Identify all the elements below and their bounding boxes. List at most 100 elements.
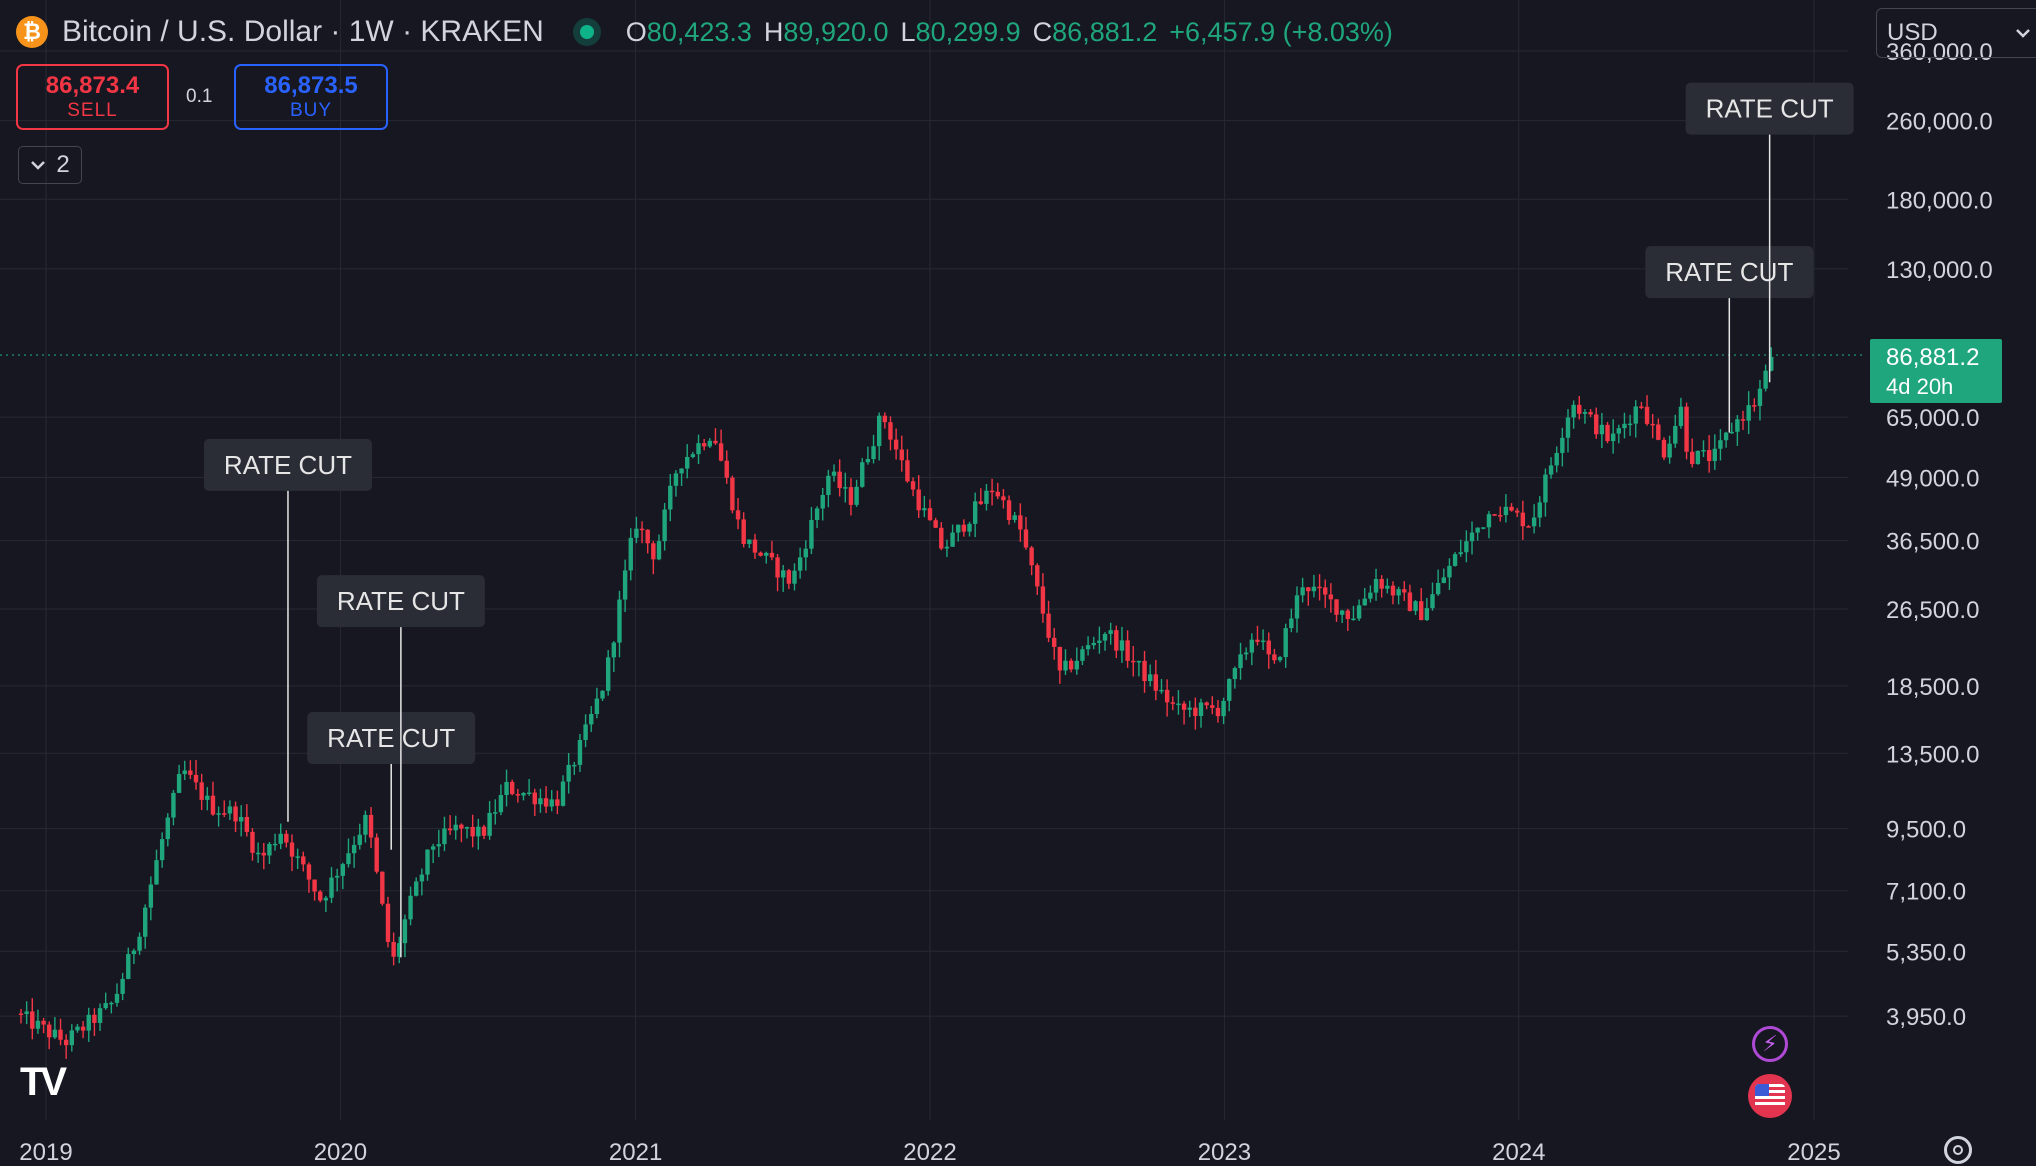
candle-body — [222, 813, 227, 815]
candle-body — [1712, 448, 1717, 462]
candle-body — [1227, 679, 1232, 701]
candle-body — [148, 884, 154, 908]
candle-body — [944, 546, 950, 549]
candle-body — [334, 875, 340, 878]
annotation-box[interactable] — [307, 712, 476, 765]
candle-body — [1407, 592, 1413, 611]
symbol-title[interactable]: Bitcoin / U.S. Dollar · 1W · KRAKEN — [62, 15, 544, 48]
candle-body — [1052, 637, 1057, 647]
price-axis[interactable]: 3,950.0 5,350.0 7,100.0 9,500.0 13,500.0 18,5… — [1870, 39, 2002, 1031]
candle-body — [63, 1039, 69, 1046]
candle-body — [1238, 654, 1243, 669]
high-value: 89,920.0 — [783, 16, 889, 47]
candle-body — [419, 874, 425, 882]
candle-body — [1176, 703, 1181, 706]
candle-body — [1757, 388, 1763, 406]
candle-body — [1255, 639, 1260, 642]
candle-body — [786, 570, 792, 584]
candle-body — [402, 919, 408, 944]
candle-body — [972, 501, 978, 524]
candle-body — [1458, 552, 1463, 555]
indicators-toggle-button[interactable]: 2 — [18, 146, 82, 184]
candle-body — [1661, 439, 1667, 458]
candle-body — [995, 491, 1000, 497]
us-flag-icon[interactable] — [1748, 1074, 1792, 1118]
candle-body — [673, 473, 679, 486]
candle-body — [645, 529, 650, 544]
candle-body — [1413, 601, 1418, 611]
annotation-box[interactable] — [203, 438, 372, 491]
candle-body — [199, 782, 204, 800]
candle-body — [572, 764, 577, 767]
candle-body — [109, 1002, 114, 1005]
candle-body — [1441, 577, 1446, 583]
candle-body — [1063, 660, 1068, 671]
candle-body — [1526, 526, 1531, 528]
flash-icon[interactable]: ⚡ — [1752, 1026, 1788, 1062]
candle-body — [1221, 700, 1226, 717]
buy-price: 86,873.5 — [264, 72, 358, 99]
candle-body — [1543, 474, 1548, 503]
candle-body — [289, 842, 295, 857]
candle-body — [143, 907, 148, 937]
y-tick-label: 3,950.0 — [1886, 1004, 1966, 1031]
high-label: H — [763, 16, 784, 47]
candle-body — [244, 817, 250, 832]
gear-icon[interactable] — [1944, 1136, 1972, 1164]
x-tick-label: 2025 — [1787, 1139, 1840, 1166]
buy-button[interactable]: 86,873.5 BUY — [234, 64, 388, 130]
candle-body — [956, 524, 961, 533]
candle-body — [589, 714, 594, 725]
time-axis[interactable]: 2019 2020 2021 2022 2023 2024 2025 — [19, 1139, 1840, 1166]
candle-body — [255, 852, 261, 855]
candle-body — [459, 824, 464, 829]
candle-body — [182, 770, 187, 775]
candle-body — [188, 770, 193, 775]
last-price-label: 86,881.2 — [1886, 344, 1979, 371]
buy-label: BUY — [289, 100, 333, 121]
candle-body — [284, 833, 289, 843]
candle-body — [1108, 630, 1113, 634]
candle-body — [843, 487, 848, 489]
open-value: 80,423.3 — [646, 16, 752, 47]
candle-body — [329, 877, 334, 898]
candle-body — [385, 903, 391, 942]
candle-body — [250, 831, 255, 853]
annotation-box[interactable] — [1685, 82, 1854, 135]
chevron-down-icon — [31, 161, 46, 170]
annotation-box[interactable] — [316, 575, 485, 628]
candle-body — [1125, 640, 1130, 661]
candle-body — [871, 446, 876, 459]
candle-body — [131, 950, 137, 955]
candle-body — [1701, 450, 1706, 452]
sell-button[interactable]: 86,873.4 SELL — [16, 64, 169, 130]
candle-body — [876, 415, 882, 447]
sell-price: 86,873.4 — [45, 72, 140, 99]
candle-body — [769, 552, 775, 558]
candle-body — [1029, 547, 1034, 566]
candle-body — [312, 879, 317, 892]
low-value: 80,299.9 — [915, 16, 1021, 47]
candle-body — [1006, 500, 1012, 520]
candle-body — [159, 839, 165, 861]
candle-body — [1650, 423, 1655, 426]
candle-body — [1769, 356, 1774, 371]
candle-body — [1040, 586, 1046, 614]
candle-body — [1023, 529, 1029, 548]
countdown-label: 4d 20h — [1886, 374, 1953, 399]
candle-body — [679, 468, 684, 474]
annotation-box[interactable] — [1645, 246, 1814, 299]
candle-body — [611, 642, 617, 658]
candle-body — [617, 599, 622, 643]
candle-body — [543, 798, 549, 807]
candle-body — [430, 846, 436, 850]
candle-body — [1531, 517, 1537, 527]
candle-body — [86, 1014, 91, 1031]
candle-body — [1119, 640, 1125, 651]
candle-body — [233, 806, 238, 822]
candle-body — [58, 1029, 63, 1040]
candle-body — [1616, 428, 1622, 434]
currency-select[interactable]: USD — [1876, 8, 2036, 58]
change-value: +6,457.9 (+8.03%) — [1169, 16, 1393, 47]
